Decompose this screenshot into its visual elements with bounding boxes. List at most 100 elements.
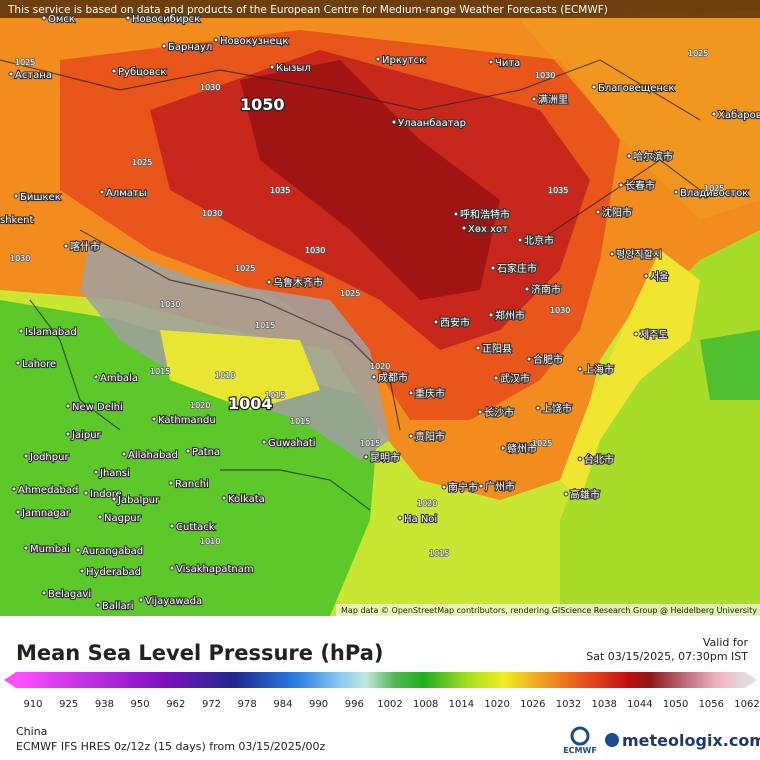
city-dot (261, 439, 267, 445)
city-dot (169, 565, 175, 571)
city-dot (408, 433, 414, 439)
pressure-label: 1015 (290, 417, 310, 426)
city-label: Рубцовск (118, 67, 166, 78)
city-dot (169, 523, 175, 529)
city-dot (493, 375, 499, 381)
city-dot (79, 568, 85, 574)
city-label: Астана (15, 70, 52, 81)
attribution-bg (336, 604, 760, 616)
city-dot (618, 182, 624, 188)
valid-label: Valid for (703, 636, 749, 649)
pressure-label: 1020 (370, 362, 390, 371)
pressure-label: 1010 (215, 371, 235, 380)
city-label: Aurangabad (82, 546, 143, 557)
colorbar (4, 672, 757, 688)
city-dot (391, 119, 397, 125)
city-label: 呼和浩特市 (460, 208, 510, 221)
colorbar-tick-label: 1014 (449, 699, 474, 710)
region: China (16, 725, 47, 738)
city-dot (500, 445, 506, 451)
pressure-label: 1030 (535, 71, 555, 80)
colorbar-tick-label: 1062 (734, 699, 759, 710)
colorbar-tick-label: 978 (238, 699, 257, 710)
colorbar-tick-label: 1008 (413, 699, 438, 710)
city-label: 贵阳市 (415, 430, 445, 443)
attribution-top: This service is based on data and produc… (7, 4, 608, 16)
city-dot (673, 189, 679, 195)
pressure-label: 1030 (10, 254, 30, 263)
city-dot (526, 356, 532, 362)
city-label: 上饶市 (542, 402, 572, 415)
city-dot (453, 211, 459, 217)
city-label: Jodhpur (29, 452, 69, 463)
city-label: Guwahati (268, 438, 316, 449)
city-dot (15, 509, 21, 515)
pressure-label: 1010 (200, 537, 220, 546)
city-dot (441, 484, 447, 490)
pressure-label: 1030 (550, 306, 570, 315)
city-dot (185, 448, 191, 454)
city-label: Jhansi (99, 468, 130, 479)
city-dot (563, 491, 569, 497)
city-label: Allahabad (128, 450, 178, 461)
city-label: Омск (48, 14, 75, 25)
pressure-label: 1030 (160, 300, 180, 309)
city-label: 乌鲁木齐市 (273, 276, 323, 289)
city-label: shkent (0, 215, 33, 226)
map-labels: Омск Новосибирск Барнаул Новокузнецк Астана Р… (0, 13, 760, 613)
colorbar-tick-label: 972 (202, 699, 221, 710)
city-label: Владивосток (680, 188, 748, 199)
city-label: 평양직할시 (616, 249, 662, 261)
colorbar-tick-label: 1002 (377, 699, 402, 710)
pressure-label: 1025 (132, 158, 152, 167)
colorbar-tick-label: 962 (166, 699, 185, 710)
city-label: New Delhi (72, 402, 123, 413)
city-label: 郑州市 (495, 309, 525, 322)
pressure-label: 1025 (15, 58, 35, 67)
city-dot (643, 273, 649, 279)
city-label: Иркутск (382, 55, 425, 66)
city-dot (633, 331, 639, 337)
city-label: Cuttack (176, 522, 215, 533)
city-dot (531, 96, 537, 102)
colorbar-tick-label: 1038 (591, 699, 616, 710)
map (0, 0, 760, 616)
city-dot (83, 490, 89, 496)
city-label: 台北市 (584, 453, 614, 466)
city-label: 石家庄市 (497, 262, 537, 275)
city-dot (99, 189, 105, 195)
city-dot (397, 515, 403, 521)
city-label: 北京市 (524, 234, 554, 247)
pressure-label: 1030 (202, 209, 222, 218)
city-dot (41, 15, 47, 21)
city-dot (97, 514, 103, 520)
city-dot (408, 390, 414, 396)
city-label: Новокузнецк (220, 36, 288, 47)
city-label: Islamabad (25, 327, 77, 338)
city-label: Ahmedabad (18, 485, 78, 496)
brand[interactable]: meteologix.com (622, 731, 760, 750)
city-label: 满洲里 (538, 94, 568, 106)
pressure-label: 1015 (150, 367, 170, 376)
city-label: Visakhapatnam (176, 564, 254, 575)
city-dot (363, 454, 369, 460)
city-label: 正阳县 (482, 343, 512, 355)
colorbar-tick-label: 1026 (520, 699, 545, 710)
city-dot (213, 37, 219, 43)
city-dot (595, 209, 601, 215)
city-dot (477, 409, 483, 415)
city-dot (75, 547, 81, 553)
pressure-label: 1035 (270, 186, 290, 195)
legend-title: Mean Sea Level Pressure (hPa) (16, 641, 383, 665)
city-label: Бишкек (20, 192, 61, 203)
city-label: 高雄市 (570, 488, 600, 501)
city-dot (23, 453, 29, 459)
model-run: ECMWF IFS HRES 0z/12z (15 days) from 03/… (16, 740, 326, 753)
city-dot (23, 545, 29, 551)
colorbar-tick-label: 990 (309, 699, 328, 710)
attribution-bar (0, 0, 760, 18)
city-label: 成都市 (378, 371, 408, 384)
city-label: 上海市 (584, 363, 614, 376)
city-label: 昆明市 (370, 451, 400, 464)
